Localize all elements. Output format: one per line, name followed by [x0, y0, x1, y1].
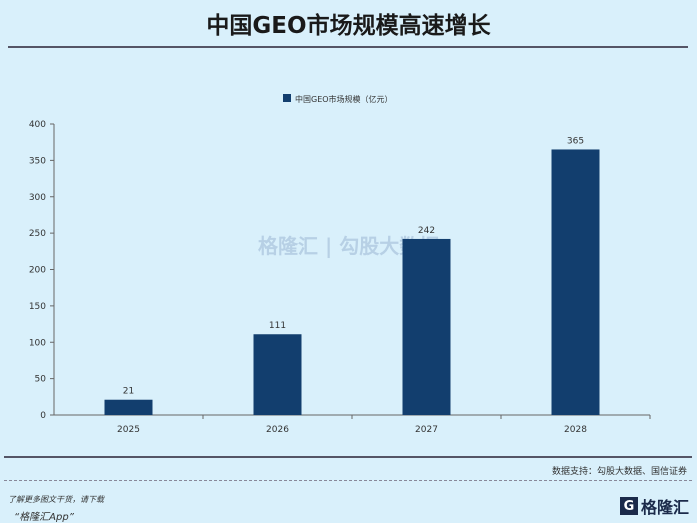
y-tick-label: 200: [29, 266, 46, 276]
y-tick-label: 150: [29, 302, 46, 312]
footer-app-text: “格隆汇App”: [14, 512, 74, 523]
page-title: 中国GEO市场规模高速增长: [206, 13, 491, 39]
divider: [4, 480, 692, 481]
footer-text: 了解更多图文干货，请下载: [8, 495, 104, 504]
bar: [402, 238, 451, 415]
bar: [104, 399, 153, 415]
logo-icon: G: [619, 497, 638, 515]
x-tick-label: 2026: [266, 425, 289, 435]
y-tick-label: 250: [29, 229, 46, 239]
data-label: 365: [567, 136, 584, 146]
divider: [8, 46, 688, 48]
divider: [4, 456, 692, 458]
y-tick-label: 100: [29, 338, 46, 348]
x-tick-label: 2028: [564, 425, 587, 435]
data-label: 242: [418, 226, 435, 236]
y-tick-label: 50: [35, 375, 47, 385]
bar: [551, 149, 600, 415]
bar: [253, 334, 302, 415]
legend-label: 中国GEO市场规模（亿元）: [295, 94, 393, 104]
y-tick-label: 0: [40, 411, 46, 421]
data-label: 21: [123, 387, 134, 397]
x-tick-label: 2027: [415, 425, 438, 435]
y-tick-label: 350: [29, 156, 46, 166]
y-tick-label: 400: [29, 120, 46, 130]
x-tick-label: 2025: [117, 425, 140, 435]
logo: G 格隆汇: [619, 494, 689, 518]
data-label: 111: [269, 321, 286, 331]
y-tick-label: 300: [29, 193, 46, 203]
legend-swatch: [283, 94, 291, 102]
bar-chart: 0 50 100 150 200 250 300 350 400 中国GEO市场规模（亿元） 21 2…: [29, 94, 651, 435]
source-note: 数据支持：勾股大数据、国信证券: [551, 467, 687, 477]
